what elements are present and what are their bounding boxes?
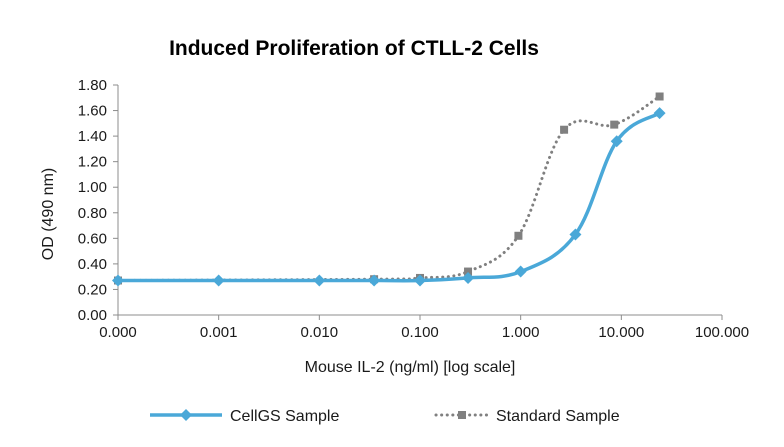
x-tick-label: 100.000: [695, 324, 749, 341]
data-point: [313, 274, 326, 287]
data-point: [212, 274, 225, 287]
data-point: [655, 92, 664, 101]
chart-title: Induced Proliferation of CTLL-2 Cells: [169, 37, 539, 60]
y-tick-label: 0.20: [78, 281, 107, 298]
data-point: [368, 274, 381, 287]
y-tick-label: 1.60: [78, 103, 107, 120]
x-tick-label: 0.000: [99, 324, 137, 341]
axes: [113, 84, 723, 320]
x-tick-labels: 0.000 0.001 0.010 0.100 1.000 10.000 100.000: [99, 324, 749, 341]
data-point: [560, 125, 569, 134]
legend-item: CellGS Sample: [150, 408, 339, 425]
y-tick-label: 1.80: [78, 77, 107, 94]
x-axis-title: Mouse IL-2 (ng/ml) [log scale]: [305, 359, 516, 376]
series-standard-sample: [114, 92, 664, 285]
y-tick-labels: 0.00 0.20 0.40 0.60 0.80 1.00 1.20 1.40 1.60 1.80: [78, 77, 107, 324]
legend-label: CellGS Sample: [230, 408, 339, 425]
data-point: [464, 267, 473, 276]
data-point: [514, 231, 523, 240]
x-tick-label: 10.000: [598, 324, 644, 341]
series-cellgs-sample: [112, 107, 666, 287]
legend-marker: [458, 411, 466, 419]
data-point: [514, 265, 527, 278]
legend-item: Standard Sample: [434, 408, 620, 425]
y-tick-label: 1.00: [78, 179, 107, 196]
data-point: [569, 228, 582, 241]
data-point: [610, 135, 623, 148]
y-tick-label: 0.40: [78, 256, 107, 273]
data-point: [610, 120, 619, 129]
data-point: [462, 271, 475, 284]
x-tick-label: 0.010: [301, 324, 339, 341]
series-line: [118, 111, 661, 283]
data-point: [112, 274, 124, 287]
y-tick-label: 1.40: [78, 128, 107, 145]
x-tick-label: 0.100: [401, 324, 439, 341]
y-tick-label: 1.20: [78, 154, 107, 171]
series-line: [116, 95, 662, 282]
legend: CellGS Sample Standard Sample: [150, 408, 620, 425]
y-tick-label: 0.00: [78, 307, 107, 324]
legend-marker: [180, 409, 192, 421]
y-tick-label: 0.80: [78, 205, 107, 222]
legend-label: Standard Sample: [496, 408, 620, 425]
data-point: [414, 274, 426, 287]
series-layer: [112, 92, 666, 287]
y-axis-title: OD (490 nm): [40, 168, 57, 260]
x-tick-label: 0.001: [200, 324, 238, 341]
y-tick-label: 0.60: [78, 230, 107, 247]
x-tick-label: 1.000: [502, 324, 540, 341]
data-point: [653, 107, 666, 120]
